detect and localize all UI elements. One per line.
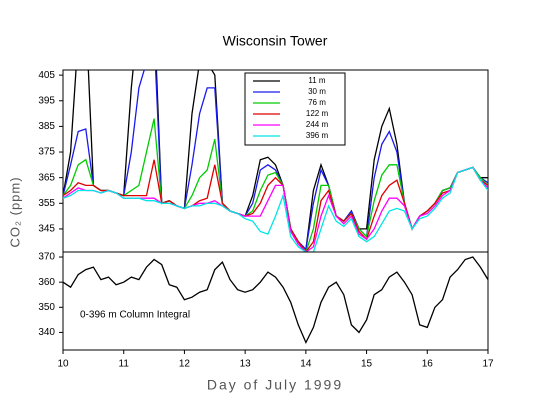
y-tick-label: 355 <box>38 198 55 209</box>
x-tick-label: 14 <box>300 359 312 370</box>
x-tick-label: 12 <box>179 359 191 370</box>
x-tick-label: 13 <box>240 359 252 370</box>
legend-label: 122 m <box>306 109 329 118</box>
x-tick-label: 11 <box>119 359 130 370</box>
series-line <box>63 256 488 345</box>
x-tick-label: 10 <box>57 359 69 370</box>
y-tick-label: 340 <box>38 327 55 338</box>
y-axis-label: CO₂ (ppm) <box>7 176 22 247</box>
legend-label: 244 m <box>306 120 329 129</box>
legend-label: 11 m <box>308 76 326 85</box>
x-tick-label: 17 <box>482 359 494 370</box>
y-tick-label: 395 <box>38 95 55 106</box>
plot-frame <box>62 251 489 351</box>
y-tick-label: 350 <box>38 302 55 313</box>
y-tick-label: 370 <box>38 252 55 263</box>
y-tick-label: 360 <box>38 277 55 288</box>
x-tick-label: 15 <box>361 359 373 370</box>
series-line <box>63 166 488 252</box>
annotation: 0-396 m Column Integral <box>80 310 190 321</box>
y-tick-label: 405 <box>38 70 55 81</box>
y-tick-label: 375 <box>38 147 55 158</box>
y-tick-label: 385 <box>38 121 55 132</box>
legend-box <box>244 72 346 146</box>
legend-label: 76 m <box>308 98 326 107</box>
y-tick-label: 345 <box>38 224 55 235</box>
x-tick-label: 16 <box>422 359 434 370</box>
x-axis-label: Day of July 1999 <box>207 377 343 393</box>
legend-label: 396 m <box>306 131 329 140</box>
chart-title: Wisconsin Tower <box>223 33 328 49</box>
legend-label: 30 m <box>308 87 326 96</box>
y-tick-label: 365 <box>38 172 55 183</box>
